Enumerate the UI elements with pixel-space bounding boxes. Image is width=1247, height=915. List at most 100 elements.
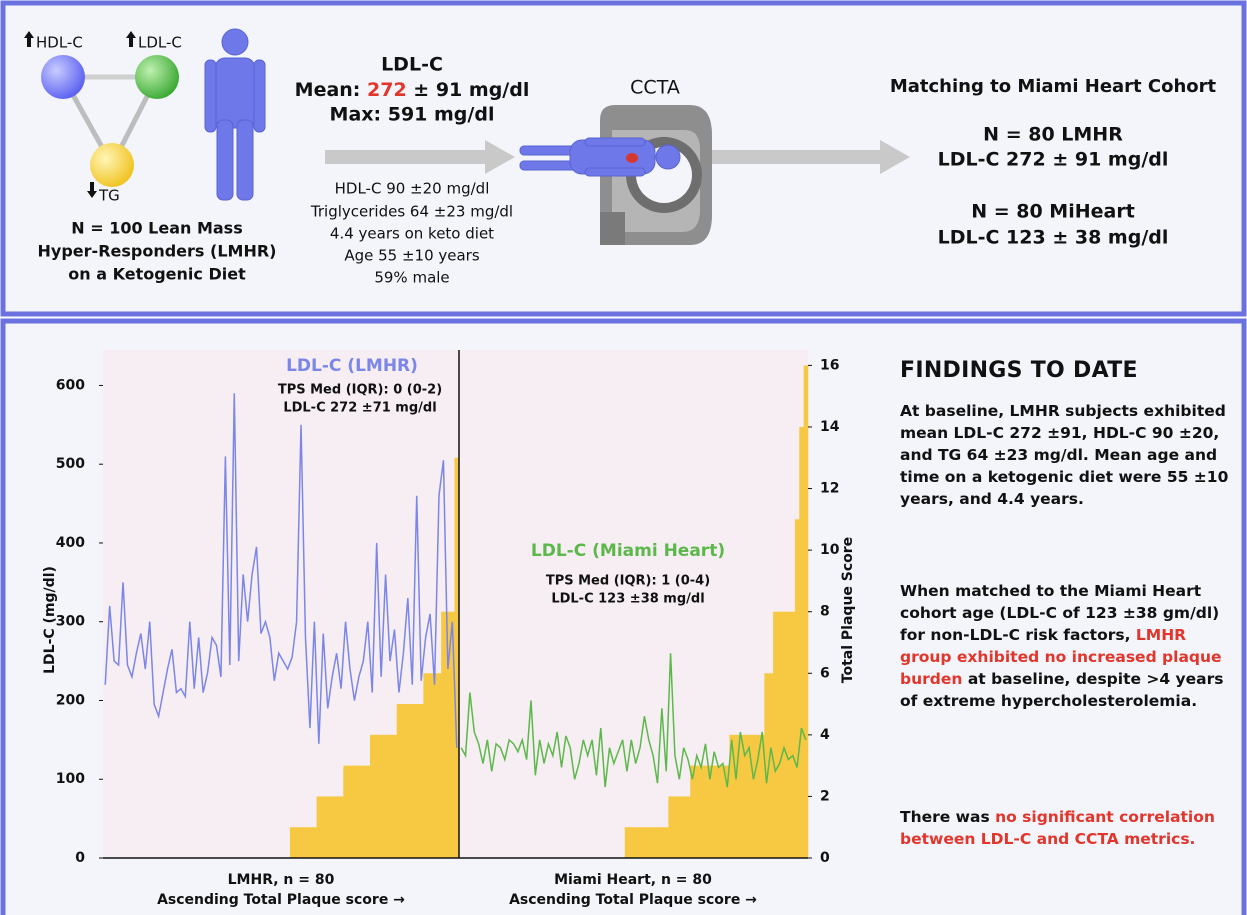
ccta-label: CCTA bbox=[630, 77, 680, 99]
plaque-bar bbox=[681, 796, 686, 858]
plaque-bar bbox=[795, 519, 800, 858]
finding-paragraph: At baseline, LMHR subjects exhibited mea… bbox=[900, 400, 1235, 510]
mean-rest: ± 91 mg/dl bbox=[407, 79, 530, 101]
plaque-bar bbox=[773, 612, 778, 858]
y-tick-label: 400 bbox=[56, 535, 85, 551]
plaque-bar bbox=[690, 766, 695, 858]
plaque-bar bbox=[308, 827, 313, 858]
matching-line: N = 80 LMHR bbox=[983, 124, 1123, 146]
plaque-bar bbox=[791, 612, 796, 858]
plaque-bar bbox=[673, 796, 678, 858]
matching-line: LDL-C 123 ± 38 mg/dl bbox=[938, 227, 1169, 249]
plaque-bar bbox=[357, 766, 362, 858]
plaque-bar bbox=[419, 704, 424, 858]
marker-label: TG bbox=[98, 187, 120, 205]
plaque-bar bbox=[410, 704, 415, 858]
series-title: LDL-C (Miami Heart) bbox=[531, 541, 725, 561]
plaque-bar bbox=[388, 735, 393, 858]
x-label: Ascending Total Plaque score → bbox=[509, 892, 757, 908]
annotation: TPS Med (IQR): 1 (0-4) bbox=[546, 574, 710, 589]
marker-label: HDL-C bbox=[36, 34, 83, 52]
ldl-mean: Mean: 272 ± 91 mg/dl bbox=[295, 79, 530, 101]
y2-tick-label: 14 bbox=[820, 419, 840, 435]
plaque-bar bbox=[406, 704, 411, 858]
plaque-bar bbox=[629, 827, 634, 858]
y-tick-label: 100 bbox=[56, 771, 85, 787]
plaque-bar bbox=[321, 796, 326, 858]
plaque-bar bbox=[303, 827, 308, 858]
plaque-bar bbox=[339, 796, 344, 858]
stat-line: 59% male bbox=[374, 269, 449, 287]
plaque-bar bbox=[647, 827, 652, 858]
plaque-bar bbox=[655, 827, 660, 858]
finding-paragraph: When matched to the Miami Heart cohort a… bbox=[900, 580, 1235, 712]
plaque-bar bbox=[312, 827, 317, 858]
plaque-bar bbox=[317, 796, 322, 858]
plaque-bar bbox=[383, 735, 388, 858]
stat-line: HDL-C 90 ±20 mg/dl bbox=[335, 180, 490, 198]
cohort-line: N = 100 Lean Mass bbox=[71, 219, 242, 238]
series-title: LDL-C (LMHR) bbox=[286, 356, 418, 376]
y2-label: Total Plaque Score bbox=[840, 537, 856, 683]
stat-line: Age 55 ±10 years bbox=[344, 247, 480, 265]
plaque-bar bbox=[782, 612, 787, 858]
plaque-bar bbox=[432, 673, 437, 858]
cohort-line: on a Ketogenic Diet bbox=[68, 265, 246, 284]
y2-tick-label: 0 bbox=[820, 850, 830, 866]
plaque-bar bbox=[638, 827, 643, 858]
plaque-bar bbox=[401, 704, 406, 858]
plaque-bar bbox=[677, 796, 682, 858]
stat-line: Triglycerides 64 ±23 mg/dl bbox=[310, 203, 513, 221]
x-label: Miami Heart, n = 80 bbox=[554, 872, 712, 888]
y2-tick-label: 4 bbox=[820, 727, 830, 743]
y2-tick-label: 6 bbox=[820, 665, 830, 681]
y-tick-label: 600 bbox=[56, 377, 85, 393]
stat-line: 4.4 years on keto diet bbox=[330, 225, 494, 243]
plaque-bar bbox=[441, 612, 446, 858]
y2-tick-label: 16 bbox=[820, 357, 839, 373]
plaque-bar bbox=[686, 796, 691, 858]
y2-tick-label: 2 bbox=[820, 788, 830, 804]
plaque-bar bbox=[299, 827, 304, 858]
plaque-bar bbox=[664, 827, 669, 858]
plaque-bar bbox=[330, 796, 335, 858]
plaque-bar bbox=[392, 735, 397, 858]
plaque-bar bbox=[334, 796, 339, 858]
y-tick-label: 200 bbox=[56, 692, 85, 708]
plaque-bar bbox=[804, 365, 809, 858]
plaque-bar bbox=[668, 796, 673, 858]
plaque-bar bbox=[423, 673, 428, 858]
plaque-bar bbox=[708, 766, 713, 858]
plaque-bar bbox=[370, 735, 375, 858]
y2-tick-label: 12 bbox=[820, 481, 839, 497]
plaque-bar bbox=[777, 612, 782, 858]
plaque-bar bbox=[634, 827, 639, 858]
y-label: LDL-C (mg/dl) bbox=[42, 566, 58, 674]
plaque-bar bbox=[651, 827, 656, 858]
plaque-bar bbox=[716, 766, 721, 858]
cohort-line: Hyper-Responders (LMHR) bbox=[38, 242, 277, 261]
plaque-bar bbox=[751, 735, 756, 858]
plaque-bar bbox=[352, 766, 357, 858]
plaque-bar bbox=[348, 766, 353, 858]
y2-tick-label: 10 bbox=[820, 542, 840, 558]
plaque-bar bbox=[712, 766, 717, 858]
plaque-bar bbox=[397, 704, 402, 858]
page: HDL-C LDL-C TG N = 100 Lean Mass Hyper-R… bbox=[0, 0, 1247, 915]
plaque-bar bbox=[326, 796, 331, 858]
plaque-bar bbox=[294, 827, 299, 858]
x-label: LMHR, n = 80 bbox=[228, 872, 335, 888]
finding-text: There was bbox=[900, 808, 995, 826]
plaque-bar bbox=[721, 766, 726, 858]
plaque-bar bbox=[379, 735, 384, 858]
plaque-bar bbox=[756, 735, 761, 858]
plaque-bar bbox=[437, 673, 442, 858]
marker-label: LDL-C bbox=[138, 34, 182, 52]
x-label: Ascending Total Plaque score → bbox=[157, 892, 405, 908]
ldl-title: LDL-C bbox=[381, 54, 443, 76]
ldl-max: Max: 591 mg/dl bbox=[330, 104, 495, 126]
plaque-bar bbox=[695, 766, 700, 858]
plaque-bar bbox=[625, 827, 630, 858]
finding-text: At baseline, LMHR subjects exhibited mea… bbox=[900, 402, 1228, 508]
annotation: TPS Med (IQR): 0 (0-2) bbox=[278, 383, 442, 398]
